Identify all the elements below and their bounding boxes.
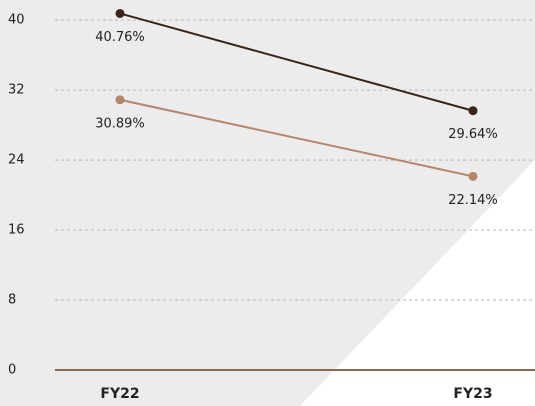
- y-tick-label: 16: [8, 223, 25, 238]
- y-tick-label: 32: [8, 83, 25, 98]
- y-tick-label: 0: [8, 363, 16, 378]
- data-point: [468, 106, 478, 116]
- x-tick-label: FY22: [100, 386, 139, 402]
- series-line: [119, 98, 474, 178]
- data-label: 22.14%: [448, 193, 498, 208]
- data-point: [115, 8, 125, 18]
- series-line: [119, 12, 474, 112]
- x-tick-label: FY23: [453, 386, 492, 402]
- data-label: 40.76%: [95, 30, 145, 45]
- data-label: 29.64%: [448, 127, 498, 142]
- y-tick-label: 8: [8, 293, 16, 308]
- data-point: [468, 171, 478, 181]
- y-tick-label: 40: [8, 13, 25, 28]
- data-label: 30.89%: [95, 116, 145, 131]
- y-tick-label: 24: [8, 153, 25, 168]
- data-point: [115, 95, 125, 105]
